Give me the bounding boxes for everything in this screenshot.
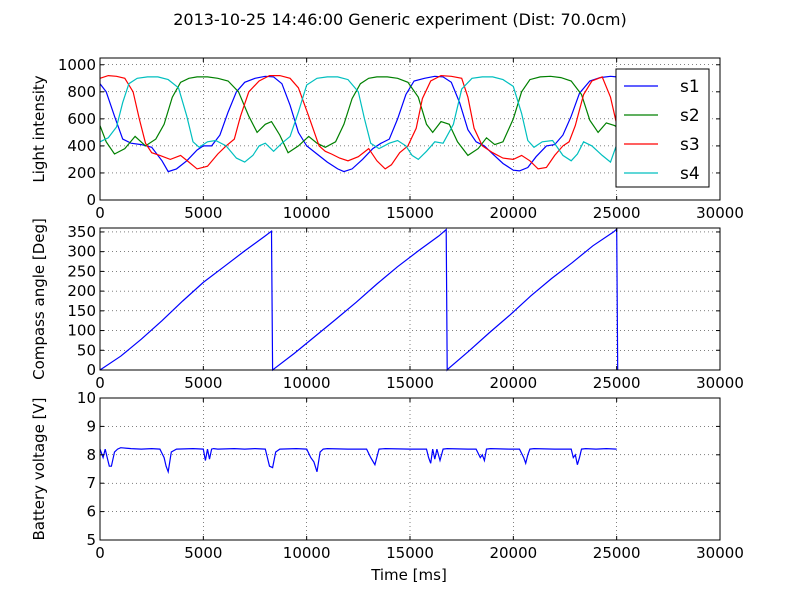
y-tick-label: 0	[86, 361, 96, 379]
y-tick-label: 0	[86, 191, 96, 209]
x-tick-label: 20000	[489, 374, 537, 392]
legend-box	[615, 68, 710, 188]
series-line-s3	[99, 74, 618, 170]
y-axis-label: Compass angle [Deg]	[30, 218, 48, 380]
x-tick-label: 30000	[696, 544, 744, 562]
y-tick-label: 7	[86, 474, 96, 492]
y-tick-label: 6	[86, 503, 96, 521]
y-tick-label: 400	[67, 137, 96, 155]
x-tick-label: 20000	[489, 544, 537, 562]
y-tick-label: 350	[67, 223, 96, 241]
x-tick-label: 15000	[386, 374, 434, 392]
series-line-panel2	[99, 227, 619, 372]
series-line-s1	[99, 75, 617, 173]
x-tick-label: 0	[95, 374, 105, 392]
y-tick-label: 800	[67, 83, 96, 101]
y-tick-label: 100	[67, 322, 96, 340]
series-line-s2	[99, 75, 618, 157]
legend-label-s3: s3	[680, 135, 700, 155]
y-tick-label: 600	[67, 110, 96, 128]
x-tick-label: 5000	[184, 544, 222, 562]
y-tick-label: 300	[67, 243, 96, 261]
y-tick-label: 8	[86, 446, 96, 464]
x-tick-label: 5000	[184, 374, 222, 392]
x-tick-label: 5000	[184, 204, 222, 222]
legend-label-s2: s2	[680, 106, 700, 126]
y-tick-label: 10	[77, 389, 96, 407]
x-tick-label: 0	[95, 544, 105, 562]
x-tick-label: 30000	[696, 204, 744, 222]
x-tick-label: 15000	[386, 544, 434, 562]
y-tick-label: 250	[67, 262, 96, 280]
x-axis-label: Time [ms]	[370, 566, 447, 584]
x-tick-label: 15000	[386, 204, 434, 222]
x-tick-label: 20000	[489, 204, 537, 222]
y-axis-label: Light intensity	[30, 75, 48, 182]
y-tick-label: 50	[77, 341, 96, 359]
series-line-panel3	[99, 447, 617, 475]
y-axis-label: Battery voltage [V]	[30, 397, 48, 540]
x-tick-label: 0	[95, 204, 105, 222]
x-tick-label: 30000	[696, 374, 744, 392]
x-tick-label: 10000	[283, 204, 331, 222]
legend-label-s4: s4	[680, 164, 700, 184]
series-line-s4	[99, 76, 618, 164]
y-tick-label: 1000	[58, 56, 96, 74]
x-tick-label: 25000	[593, 374, 641, 392]
y-tick-label: 150	[67, 302, 96, 320]
y-tick-label: 9	[86, 417, 96, 435]
legend-label-s1: s1	[680, 77, 700, 97]
x-tick-label: 10000	[283, 374, 331, 392]
x-tick-label: 25000	[593, 204, 641, 222]
x-tick-label: 10000	[283, 544, 331, 562]
y-tick-label: 5	[86, 531, 96, 549]
figure-title: 2013-10-25 14:46:00 Generic experiment (…	[173, 10, 626, 29]
y-tick-label: 200	[67, 282, 96, 300]
y-tick-label: 200	[67, 164, 96, 182]
x-tick-label: 25000	[593, 544, 641, 562]
